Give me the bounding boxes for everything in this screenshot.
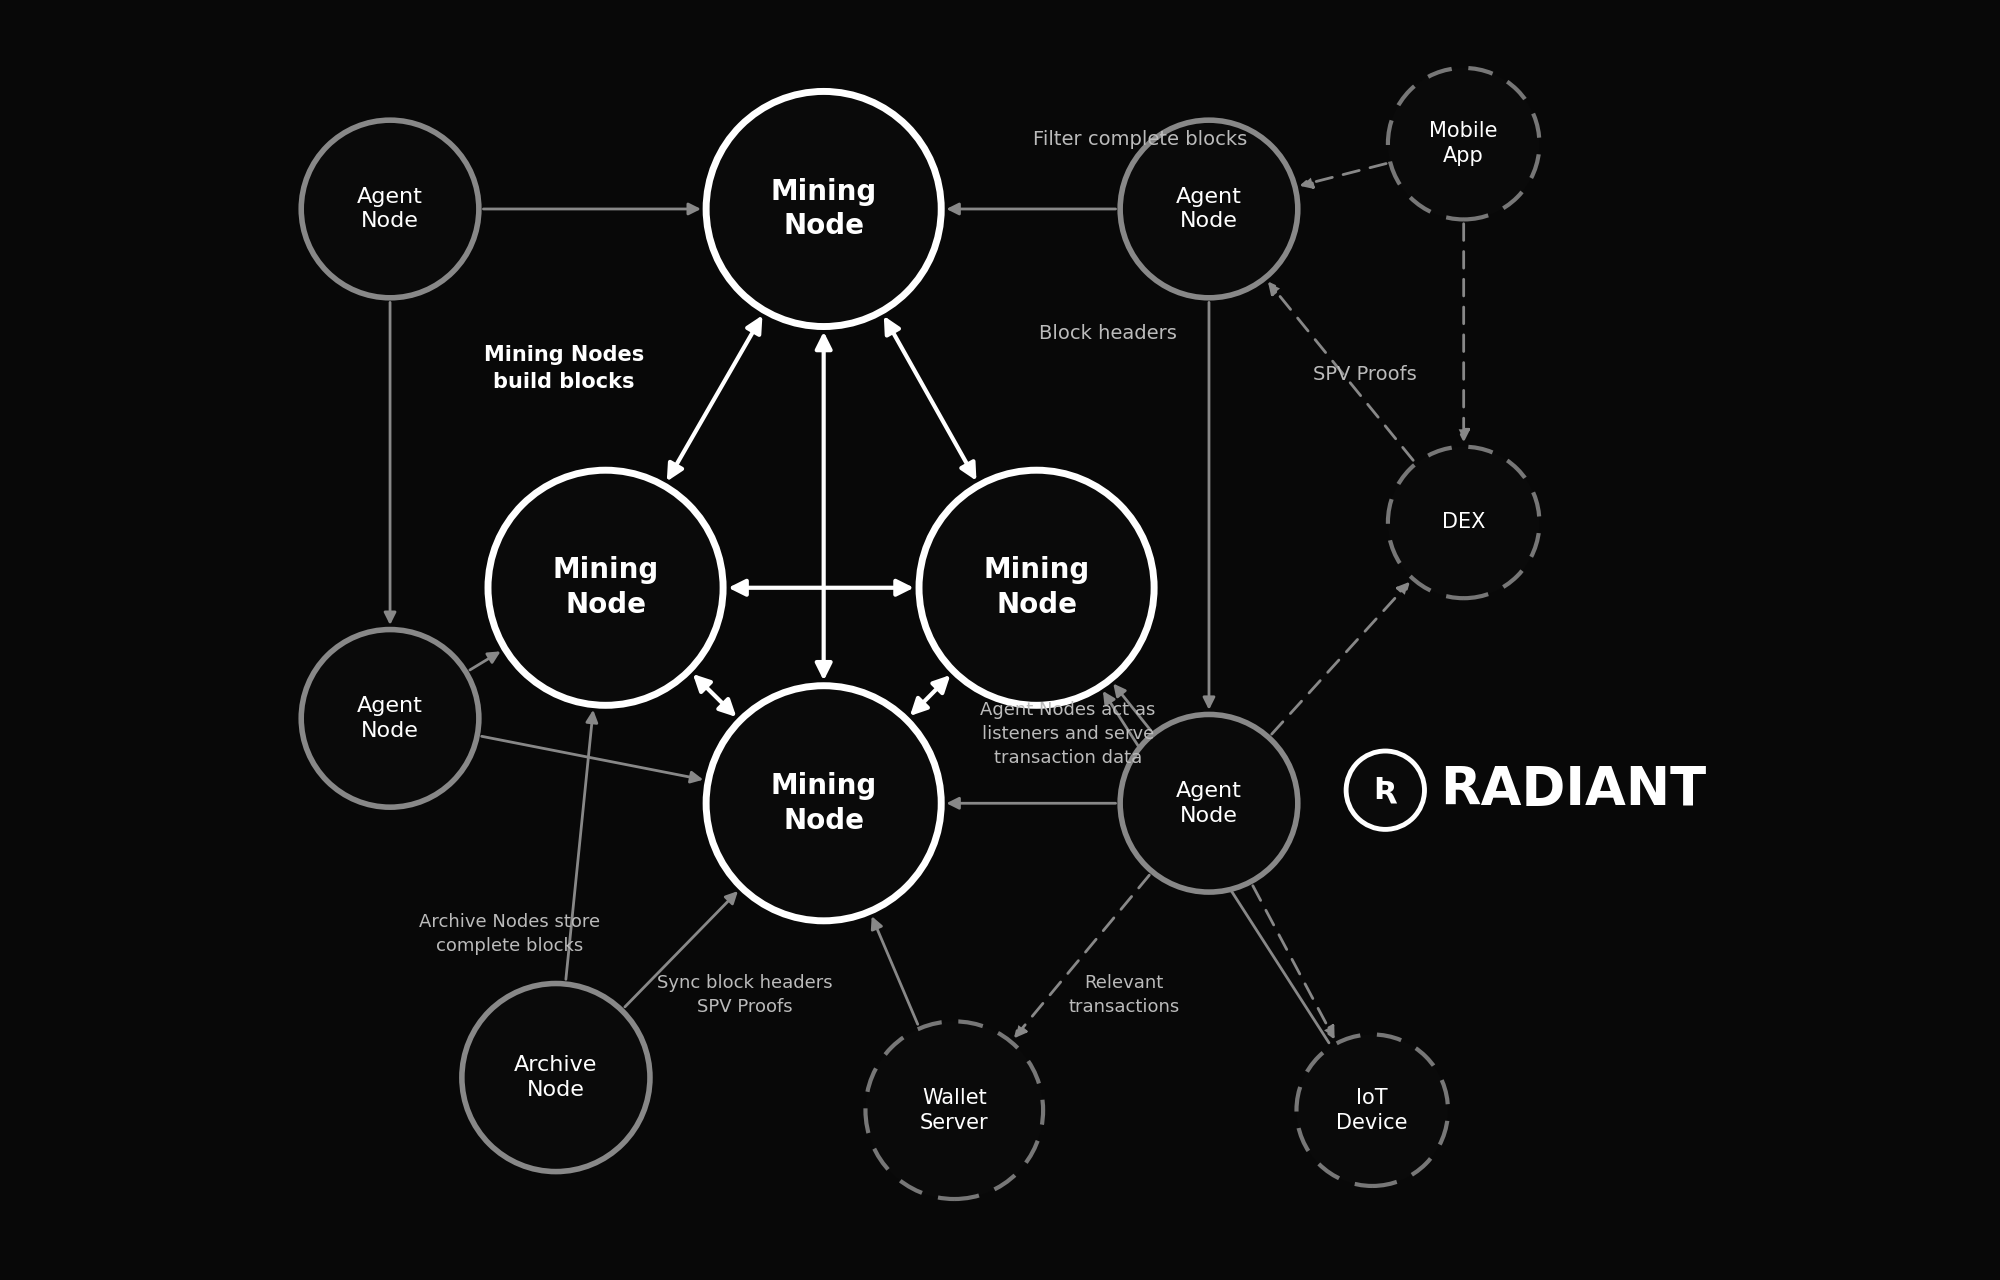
Text: Agent
Node: Agent Node [1176, 187, 1242, 232]
Text: Agent
Node: Agent Node [1176, 781, 1242, 826]
Ellipse shape [488, 470, 724, 705]
Text: Relevant
transactions: Relevant transactions [1068, 974, 1180, 1016]
Ellipse shape [462, 983, 650, 1171]
Ellipse shape [706, 91, 942, 326]
Text: Agent
Node: Agent Node [358, 187, 422, 232]
Text: Wallet
Server: Wallet Server [920, 1088, 988, 1133]
Text: DEX: DEX [1442, 512, 1486, 532]
Text: Filter complete blocks: Filter complete blocks [1032, 131, 1246, 150]
Text: Mining
Node: Mining Node [770, 772, 876, 835]
Text: Mining
Node: Mining Node [984, 557, 1090, 620]
Text: Ʀ: Ʀ [1374, 776, 1398, 805]
Text: Mobile
App: Mobile App [1430, 122, 1498, 166]
Text: Mining Nodes
build blocks: Mining Nodes build blocks [484, 346, 644, 392]
Text: Block headers: Block headers [1040, 324, 1178, 343]
Ellipse shape [1296, 1034, 1448, 1187]
Ellipse shape [706, 686, 942, 920]
Text: Archive Nodes store
complete blocks: Archive Nodes store complete blocks [418, 913, 600, 955]
Text: Agent Nodes act as
listeners and serve
transaction data: Agent Nodes act as listeners and serve t… [980, 701, 1156, 767]
Ellipse shape [1388, 447, 1540, 598]
Ellipse shape [1120, 120, 1298, 298]
Text: SPV Proofs: SPV Proofs [1314, 365, 1418, 384]
Ellipse shape [1120, 714, 1298, 892]
Text: Mining
Node: Mining Node [770, 178, 876, 241]
Ellipse shape [302, 120, 478, 298]
Text: Mining
Node: Mining Node [552, 557, 658, 620]
Ellipse shape [302, 630, 478, 808]
Text: IoT
Device: IoT Device [1336, 1088, 1408, 1133]
Text: Sync block headers
SPV Proofs: Sync block headers SPV Proofs [658, 974, 834, 1016]
Text: RADIANT: RADIANT [1440, 764, 1706, 817]
Text: Archive
Node: Archive Node [514, 1055, 598, 1100]
Ellipse shape [1388, 68, 1540, 219]
Ellipse shape [920, 470, 1154, 705]
Text: Agent
Node: Agent Node [358, 696, 422, 741]
Circle shape [1346, 751, 1424, 829]
Ellipse shape [866, 1021, 1044, 1199]
